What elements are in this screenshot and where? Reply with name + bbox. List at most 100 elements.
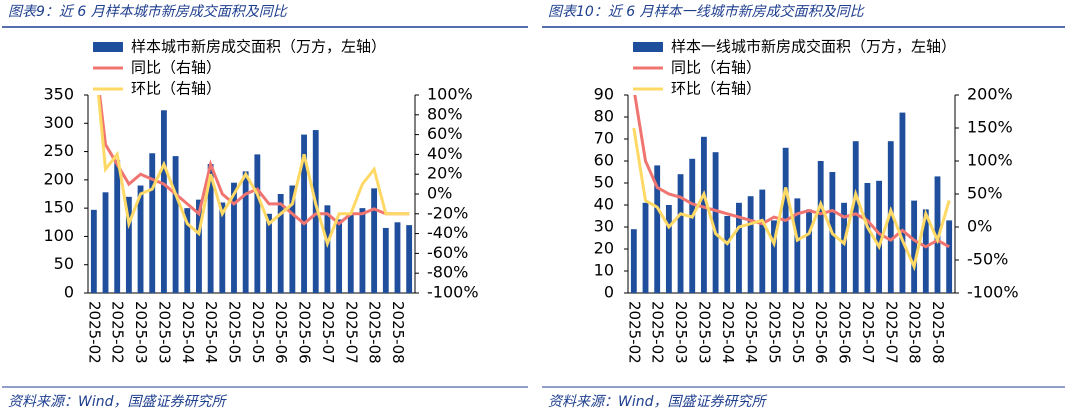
- bar: [102, 192, 109, 293]
- x-tick-label: 2025-08: [906, 301, 924, 364]
- bar: [125, 196, 132, 293]
- x-tick-label: 2025-03: [695, 301, 713, 364]
- bar: [172, 156, 179, 293]
- bar: [712, 152, 719, 293]
- bar: [336, 219, 343, 293]
- y2-tick-label: 40%: [427, 144, 463, 163]
- bar: [946, 220, 953, 293]
- bar: [887, 141, 894, 293]
- bar: [289, 185, 296, 293]
- bar: [324, 205, 331, 293]
- x-tick-label: 2025-03: [132, 301, 150, 364]
- x-tick-label: 2025-04: [742, 301, 760, 364]
- chart-title: 图表10：近 6 月样本一线城市新房成交面积及同比: [548, 4, 866, 20]
- x-tick-label: 2025-08: [929, 301, 947, 364]
- bar: [184, 208, 191, 293]
- bar: [922, 209, 929, 293]
- y2-tick-label: -60%: [427, 243, 468, 262]
- bar: [266, 213, 272, 293]
- y-tick-label: 250: [43, 141, 74, 160]
- x-tick-label: 2025-06: [296, 301, 314, 364]
- chart: 图表10：近 6 月样本一线城市新房成交面积及同比资料来源：Wind，国盛证券研…: [542, 4, 1065, 410]
- bar: [371, 188, 378, 293]
- legend-label: 样本一线城市新房成交面积（万方，左轴）: [671, 38, 956, 56]
- bar: [231, 182, 237, 293]
- x-tick-label: 2025-07: [319, 301, 337, 364]
- bar: [689, 158, 696, 293]
- y-tick-label: 50: [54, 254, 74, 273]
- x-tick-label: 2025-06: [272, 301, 290, 364]
- bar: [806, 209, 812, 293]
- y2-tick-label: 150%: [967, 118, 1013, 137]
- x-tick-label: 2025-05: [225, 301, 243, 364]
- bar: [347, 213, 354, 293]
- y-tick-label: 90: [594, 85, 614, 104]
- y-tick-label: 0: [64, 283, 74, 302]
- y-tick-label: 80: [594, 107, 614, 126]
- bar: [654, 165, 661, 293]
- bar: [394, 222, 401, 293]
- x-tick-label: 2025-05: [789, 301, 807, 364]
- y-tick-label: 30: [594, 217, 614, 236]
- legend-label: 同比（右轴）: [671, 59, 761, 77]
- bar: [736, 202, 742, 293]
- y-tick-label: 350: [43, 85, 74, 104]
- legend-label: 同比（右轴）: [131, 59, 221, 77]
- bar: [254, 154, 261, 293]
- x-tick-label: 2025-05: [249, 301, 267, 364]
- y-tick-label: 60: [594, 151, 614, 170]
- bar: [277, 194, 284, 293]
- y2-tick-label: 100%: [427, 85, 473, 104]
- bar: [759, 189, 766, 293]
- bar: [312, 130, 319, 293]
- bar: [876, 180, 883, 293]
- x-tick-label: 2025-02: [625, 301, 643, 364]
- y-tick-label: 50: [594, 173, 614, 192]
- legend-label: 环比（右轴）: [131, 80, 221, 98]
- bar: [219, 202, 226, 293]
- line: [632, 127, 951, 272]
- line: [98, 95, 410, 226]
- y-tick-label: 70: [594, 129, 614, 148]
- source: 资料来源：Wind，国盛证券研究所: [8, 394, 227, 410]
- bar: [382, 227, 389, 293]
- bar: [911, 200, 918, 293]
- x-tick-label: 2025-04: [719, 301, 737, 364]
- legend-label: 样本城市新房成交面积（万方，左轴）: [131, 38, 386, 56]
- y-tick-label: 10: [594, 261, 614, 280]
- bar: [794, 198, 801, 293]
- bar: [724, 216, 731, 293]
- bar: [771, 220, 777, 293]
- bar: [406, 225, 413, 293]
- y-tick-label: 200: [43, 169, 74, 188]
- y-tick-label: 20: [594, 239, 614, 258]
- bar: [301, 134, 307, 293]
- y2-tick-label: 200%: [967, 85, 1013, 104]
- bar: [207, 164, 214, 293]
- bar: [642, 202, 649, 293]
- bar: [196, 199, 202, 293]
- legend-swatch: [633, 42, 663, 52]
- y2-tick-label: -20%: [427, 203, 468, 222]
- x-tick-label: 2025-05: [765, 301, 783, 364]
- x-tick-label: 2025-02: [85, 301, 103, 364]
- bar: [137, 185, 144, 293]
- x-tick-label: 2025-07: [859, 301, 877, 364]
- y2-tick-label: -80%: [427, 263, 468, 282]
- x-tick-label: 2025-04: [179, 301, 197, 364]
- y-tick-label: 0: [604, 283, 614, 302]
- x-tick-label: 2025-08: [366, 301, 384, 364]
- x-tick-label: 2025-03: [672, 301, 690, 364]
- bar: [747, 196, 754, 293]
- bar: [242, 171, 249, 293]
- bar: [149, 153, 156, 293]
- bar: [114, 160, 121, 293]
- y2-tick-label: 50%: [967, 184, 1003, 203]
- line: [96, 95, 410, 249]
- bar: [630, 229, 637, 293]
- bar: [700, 136, 707, 293]
- bar: [841, 202, 847, 293]
- x-tick-label: 2025-06: [836, 301, 854, 364]
